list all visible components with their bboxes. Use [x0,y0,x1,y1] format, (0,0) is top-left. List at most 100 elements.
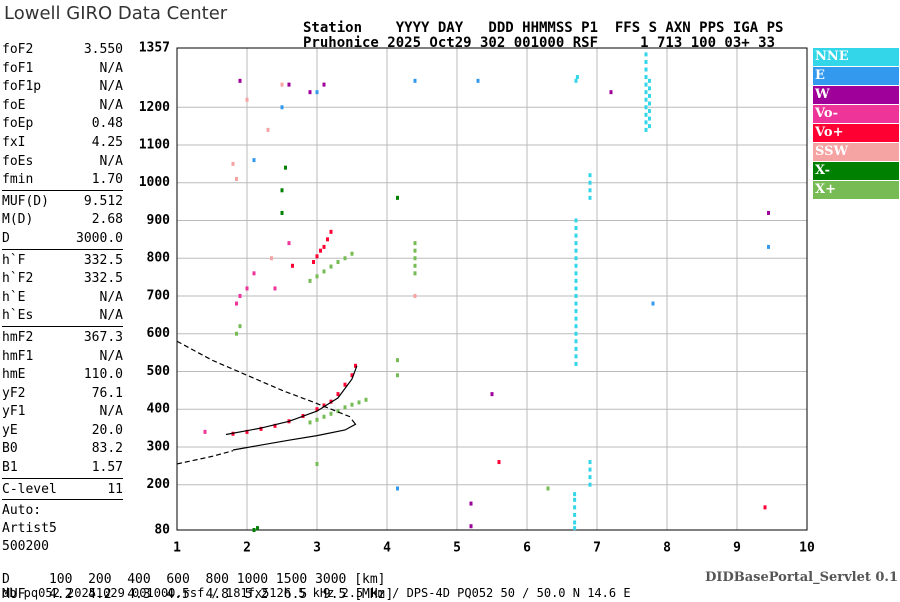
point [413,293,417,298]
param-name: yF2 [2,385,26,401]
point [252,158,256,163]
point [350,402,354,407]
param-name: h`F [2,252,26,268]
param-row: foF2 3.550 [2,41,123,60]
param-name: yE [2,422,18,438]
point [573,505,577,510]
param-name: foF2 [2,42,34,57]
param-value: N/A [99,308,123,324]
param-row: h`Es N/A [2,307,123,326]
legend-entry: X+ [813,181,899,199]
param-row: yF1 N/A [2,403,123,422]
point [763,505,767,510]
legend-entry: E [813,67,899,85]
legend-entry: NNE [813,48,899,66]
point [308,420,312,425]
point [574,256,578,261]
point [336,260,340,265]
x-tick-label: 3 [313,541,321,556]
point [644,59,648,64]
point [280,210,284,215]
param-name: hmF2 [2,329,34,345]
point [322,82,326,87]
param-row: h`E N/A [2,289,123,308]
point [413,241,417,246]
point [574,346,578,351]
param-value: 2.68 [91,212,123,228]
point [644,120,648,125]
param-row: hmF2 367.3 [2,329,123,348]
param-name: yF1 [2,404,26,420]
param-row: foE N/A [2,97,123,116]
y-tick-label: 800 [147,251,171,266]
point [266,127,270,132]
param-row: foEp 0.48 [2,115,123,134]
point [308,278,312,283]
point [573,526,577,531]
point [322,269,326,274]
param-row: fxI 4.25 [2,134,123,153]
point [350,373,354,378]
param-value: N/A [99,404,123,420]
y-tick-label: 700 [147,288,171,303]
point [490,392,494,397]
legend-entry: X- [813,162,899,180]
point [648,86,651,91]
muf-line: D 100 200 400 600 800 1000 1500 3000 [km… [2,572,386,587]
param-row: foF1 N/A [2,60,123,79]
param-row: yE 20.0 [2,422,123,441]
point [315,90,319,95]
param-value: 332.5 [83,252,123,268]
point [574,361,578,366]
x-tick-label: 7 [593,541,601,556]
point [574,226,578,231]
point [238,293,242,298]
point [588,180,592,185]
point [574,339,578,344]
legend: NNE E W Vo- Vo+ SSW X- X+ [813,48,899,200]
point [648,116,651,121]
point [588,467,592,472]
muf-line: MUF 4.2 4.2 4.3 4.5 4.8 5.2 6.5 9.5 [MHz… [2,587,394,602]
point [644,90,648,95]
legend-entry: Vo- [813,105,899,123]
point [252,528,256,532]
point [259,426,263,431]
y-tick-label: 400 [147,402,171,417]
point [343,405,347,410]
point [573,512,577,517]
profile-line [225,365,358,436]
point [644,52,648,57]
point [588,195,592,200]
point [588,188,592,193]
point [312,260,315,265]
point [413,263,417,268]
param-name: foEp [2,116,34,132]
point [588,475,592,480]
x-tick-label: 10 [799,541,815,556]
point [329,229,333,234]
y-tick-label: 200 [147,477,171,492]
auto-line: Artist5 [2,521,57,537]
point [574,78,578,83]
point [396,358,399,363]
param-name: fmin [2,172,34,188]
point [648,101,651,106]
point [329,411,333,416]
point [413,256,417,261]
param-name: D [2,230,10,246]
point [315,274,319,279]
point [396,373,399,378]
point [322,414,326,419]
y-tick-label: 1200 [139,100,170,115]
point [245,97,249,102]
point [767,210,770,215]
point [574,331,578,336]
point [336,409,340,414]
param-name: B0 [2,441,18,457]
param-value: N/A [99,153,123,169]
param-value: 367.3 [83,329,123,345]
legend-entry: W [813,86,899,104]
